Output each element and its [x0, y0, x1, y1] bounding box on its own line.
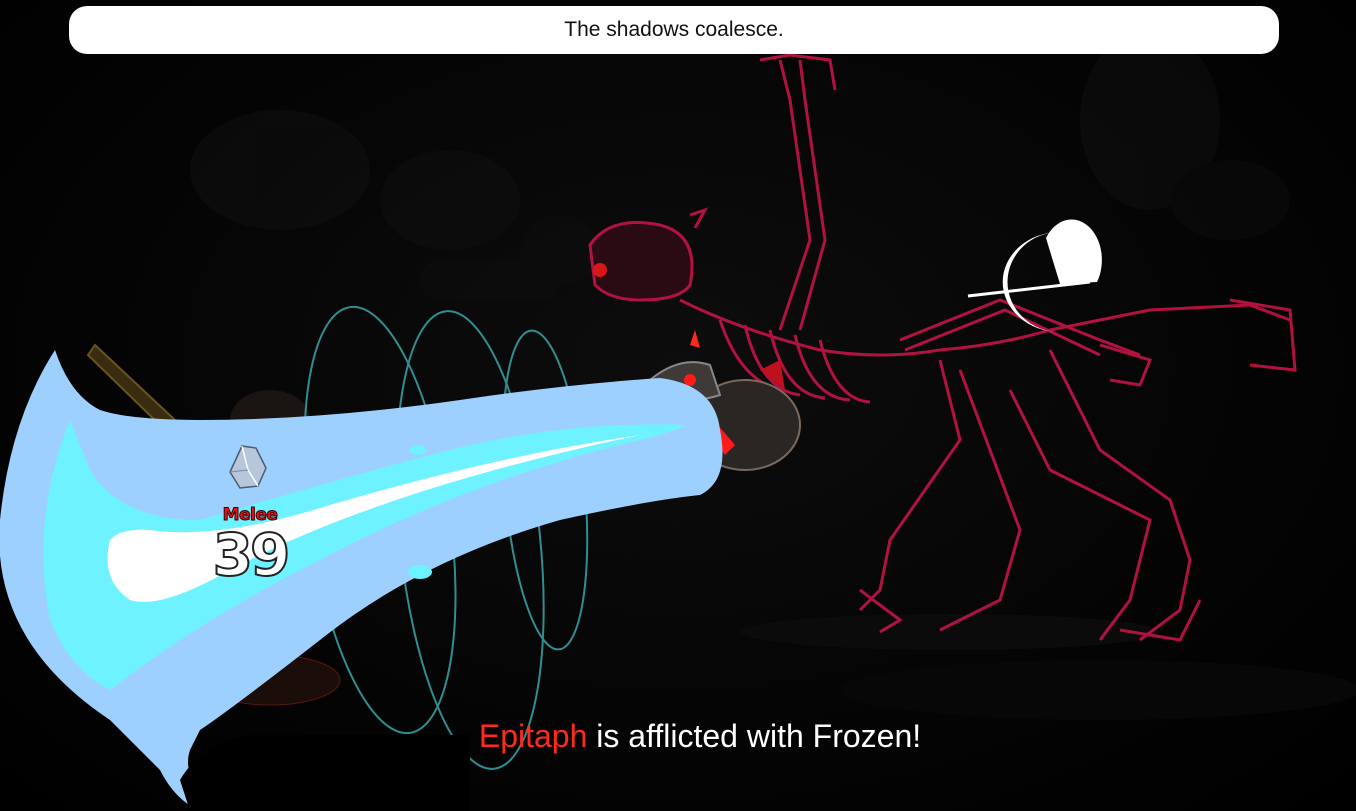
ice-blast-effect	[0, 350, 723, 811]
battle-message-text: The shadows coalesce.	[564, 18, 784, 41]
floor-shadow	[840, 660, 1356, 720]
battle-message-bar: The shadows coalesce.	[69, 6, 1279, 54]
damage-number: 39	[212, 521, 292, 589]
cave-background	[190, 30, 1290, 300]
attack-type-label: Melee	[222, 505, 278, 526]
floor-shadow	[740, 614, 1160, 650]
crescent-moon-rune-icon	[967, 219, 1102, 332]
status-effect-message: Epitaph is afflicted with Frozen!	[360, 718, 1040, 755]
status-target-name: Epitaph	[478, 718, 588, 754]
skeleton-boss-epitaph	[588, 53, 1297, 642]
status-effect-text: is afflicted with Frozen!	[587, 718, 922, 754]
ice-crystal-icon	[229, 445, 267, 489]
